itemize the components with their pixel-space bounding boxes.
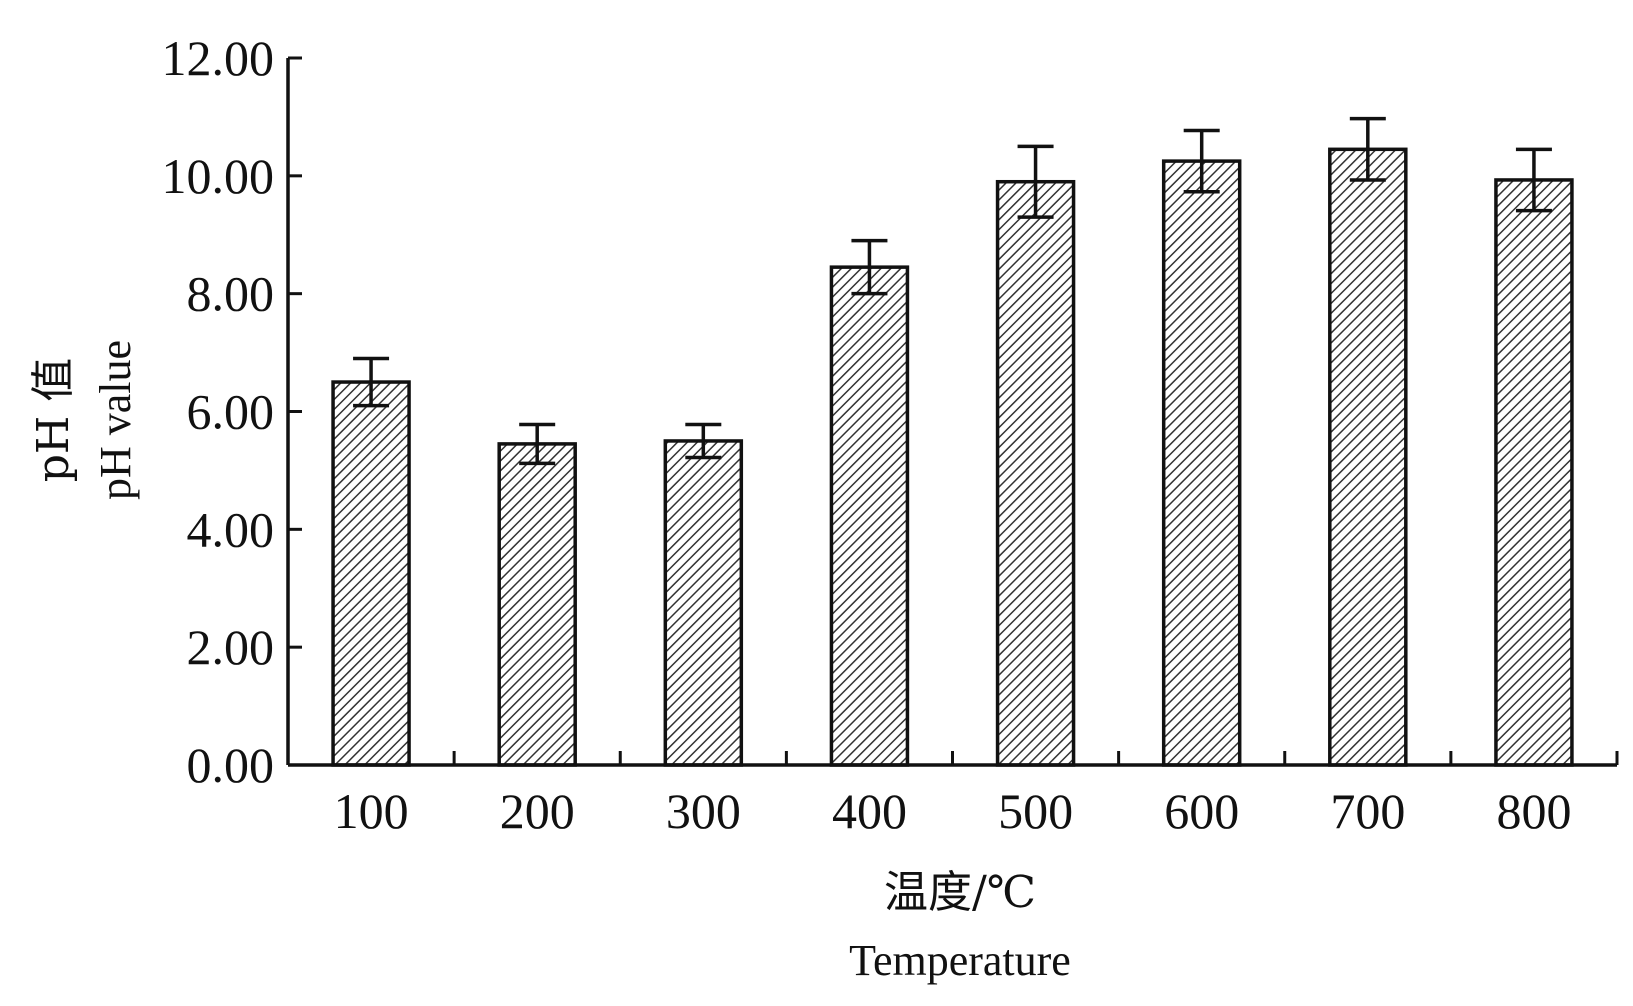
x-tick-label: 500 [998,783,1073,839]
error-bar-500 [1017,144,1054,219]
y-axis-title: pH 值 [28,358,79,483]
error-bar-100 [353,356,390,408]
error-bar-700 [1349,116,1386,182]
x-tick-label: 800 [1496,783,1571,839]
x-tick-label: 400 [832,783,907,839]
bar-200 [497,442,577,767]
x-tick-label: 300 [666,783,741,839]
bar-400 [829,265,910,767]
axes-layer [286,56,1619,767]
bar-700 [1328,147,1408,767]
error-bar-200 [519,422,556,466]
error-bar-400 [851,238,888,296]
bar-800 [1494,178,1574,767]
y-tick-label: 10.00 [162,148,275,204]
error-bars-layer [353,116,1552,466]
bars-layer [331,147,1574,767]
error-bar-800 [1515,147,1552,213]
y-tick-label: 12.00 [162,30,275,86]
y-tick-label: 0.00 [187,737,275,793]
x-axis-title: 温度/℃ [884,867,1036,918]
bar-500 [995,179,1076,767]
x-tick-label: 100 [334,783,409,839]
error-bar-600 [1183,128,1220,194]
x-tick-label: 700 [1330,783,1405,839]
y-axis-title-en: pH value [91,340,140,500]
bar-300 [663,439,744,767]
y-tick-label: 4.00 [187,501,275,557]
y-tick-label: 8.00 [187,266,275,322]
x-tick-label: 600 [1164,783,1239,839]
x-axis-title-en: Temperature [849,936,1071,985]
y-tick-label: 6.00 [187,384,275,440]
y-tick-label: 2.00 [187,619,275,675]
bar-600 [1161,159,1242,767]
bar-100 [331,380,411,767]
x-tick-label: 200 [500,783,575,839]
labels-layer: 100 200 300 400 500 600 700 800 0.00 2.00 4.00 6.00… [162,30,1572,839]
error-bar-300 [685,422,722,460]
